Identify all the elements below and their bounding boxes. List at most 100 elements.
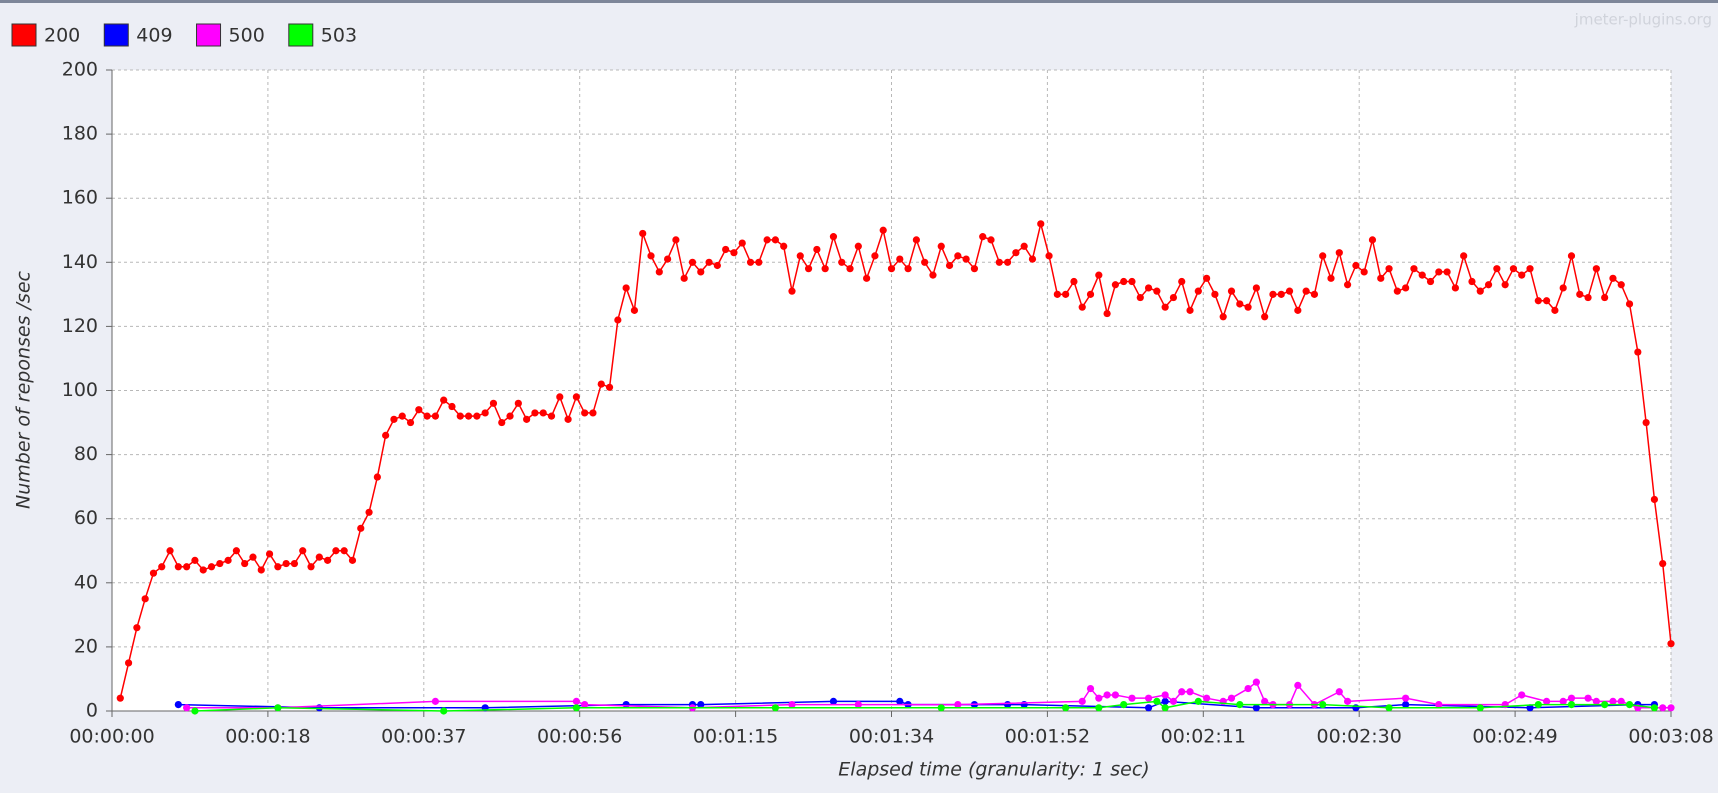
data-point (1650, 704, 1659, 712)
data-point (630, 306, 639, 314)
data-point (1095, 694, 1103, 702)
data-point (1128, 277, 1136, 286)
y-tick-label: 40 (74, 571, 98, 593)
data-point (1352, 704, 1360, 712)
data-point (788, 700, 796, 709)
data-point (1120, 700, 1128, 709)
legend-swatch (103, 23, 129, 47)
data-point (1443, 268, 1451, 276)
data-point (1592, 265, 1600, 273)
data-point (183, 563, 191, 571)
data-point (929, 271, 937, 279)
data-point (1625, 300, 1634, 308)
data-point (738, 239, 746, 247)
data-point (373, 473, 381, 481)
data-point (697, 268, 705, 276)
data-point (1576, 290, 1584, 298)
data-point (854, 242, 862, 250)
y-tick-label: 60 (74, 507, 98, 529)
data-point (1319, 700, 1327, 709)
y-tick-label: 120 (62, 315, 98, 337)
data-point (1402, 284, 1410, 292)
y-tick-label: 200 (62, 59, 98, 81)
data-point (332, 547, 340, 555)
data-point (846, 265, 854, 273)
data-point (265, 550, 274, 558)
data-point (1120, 277, 1128, 286)
data-point (531, 409, 539, 417)
watermark: jmeter-plugins.org (1574, 11, 1712, 29)
data-point (1203, 274, 1211, 282)
data-point (1003, 258, 1012, 266)
data-point (987, 236, 995, 244)
data-point (1493, 265, 1501, 273)
data-point (166, 547, 174, 555)
data-point (1319, 252, 1327, 260)
x-tick-label: 00:00:56 (537, 726, 622, 748)
data-point (1086, 290, 1095, 298)
data-point (514, 399, 522, 407)
y-tick-label: 140 (62, 251, 98, 273)
data-point (1153, 697, 1161, 705)
data-point (1410, 265, 1418, 273)
x-tick-label: 00:00:18 (225, 726, 310, 748)
data-point (1144, 704, 1153, 712)
x-tick-label: 00:02:30 (1317, 726, 1402, 748)
data-point (448, 402, 456, 411)
data-point (1601, 700, 1609, 709)
legend-label: 409 (136, 25, 172, 47)
data-point (116, 694, 124, 702)
data-point (1584, 694, 1592, 702)
data-point (1062, 704, 1070, 712)
data-point (315, 553, 323, 561)
data-point (1543, 297, 1551, 305)
top-border (0, 0, 1718, 3)
data-point (1186, 688, 1194, 696)
data-point (780, 242, 788, 250)
data-point (705, 258, 713, 266)
data-point (1559, 284, 1567, 292)
data-point (1252, 284, 1260, 292)
data-point (1169, 293, 1178, 302)
data-point (1592, 697, 1600, 705)
data-point (1144, 694, 1153, 702)
data-point (1435, 268, 1443, 276)
data-point (539, 409, 547, 417)
data-point (224, 556, 232, 564)
data-point (1103, 309, 1111, 318)
data-point (1310, 290, 1319, 298)
data-point (1518, 271, 1526, 279)
data-point (614, 316, 622, 324)
data-point (1451, 284, 1459, 292)
data-point (1625, 700, 1634, 709)
data-point (174, 700, 182, 709)
data-point (688, 258, 697, 266)
data-point (1203, 694, 1211, 702)
data-point (431, 412, 440, 420)
data-point (1045, 252, 1053, 260)
data-point (1227, 694, 1236, 702)
data-point (1551, 306, 1559, 314)
data-point (183, 704, 191, 712)
data-point (713, 261, 721, 270)
data-point (1236, 700, 1244, 709)
data-point (995, 258, 1003, 266)
data-point (216, 559, 224, 568)
y-tick-label: 180 (62, 123, 98, 145)
data-point (680, 274, 688, 282)
data-point (1327, 274, 1335, 282)
x-tick-label: 00:03:08 (1628, 726, 1713, 748)
data-point (1302, 287, 1310, 295)
data-point (1343, 697, 1352, 705)
data-point (1468, 277, 1476, 286)
data-point (1294, 681, 1302, 689)
data-point (1095, 271, 1103, 279)
data-point (1277, 290, 1285, 298)
data-point (1543, 697, 1551, 705)
data-point (1426, 277, 1435, 286)
y-tick-label: 160 (62, 187, 98, 209)
data-point (398, 412, 406, 420)
data-point (489, 399, 498, 407)
data-point (937, 242, 945, 250)
